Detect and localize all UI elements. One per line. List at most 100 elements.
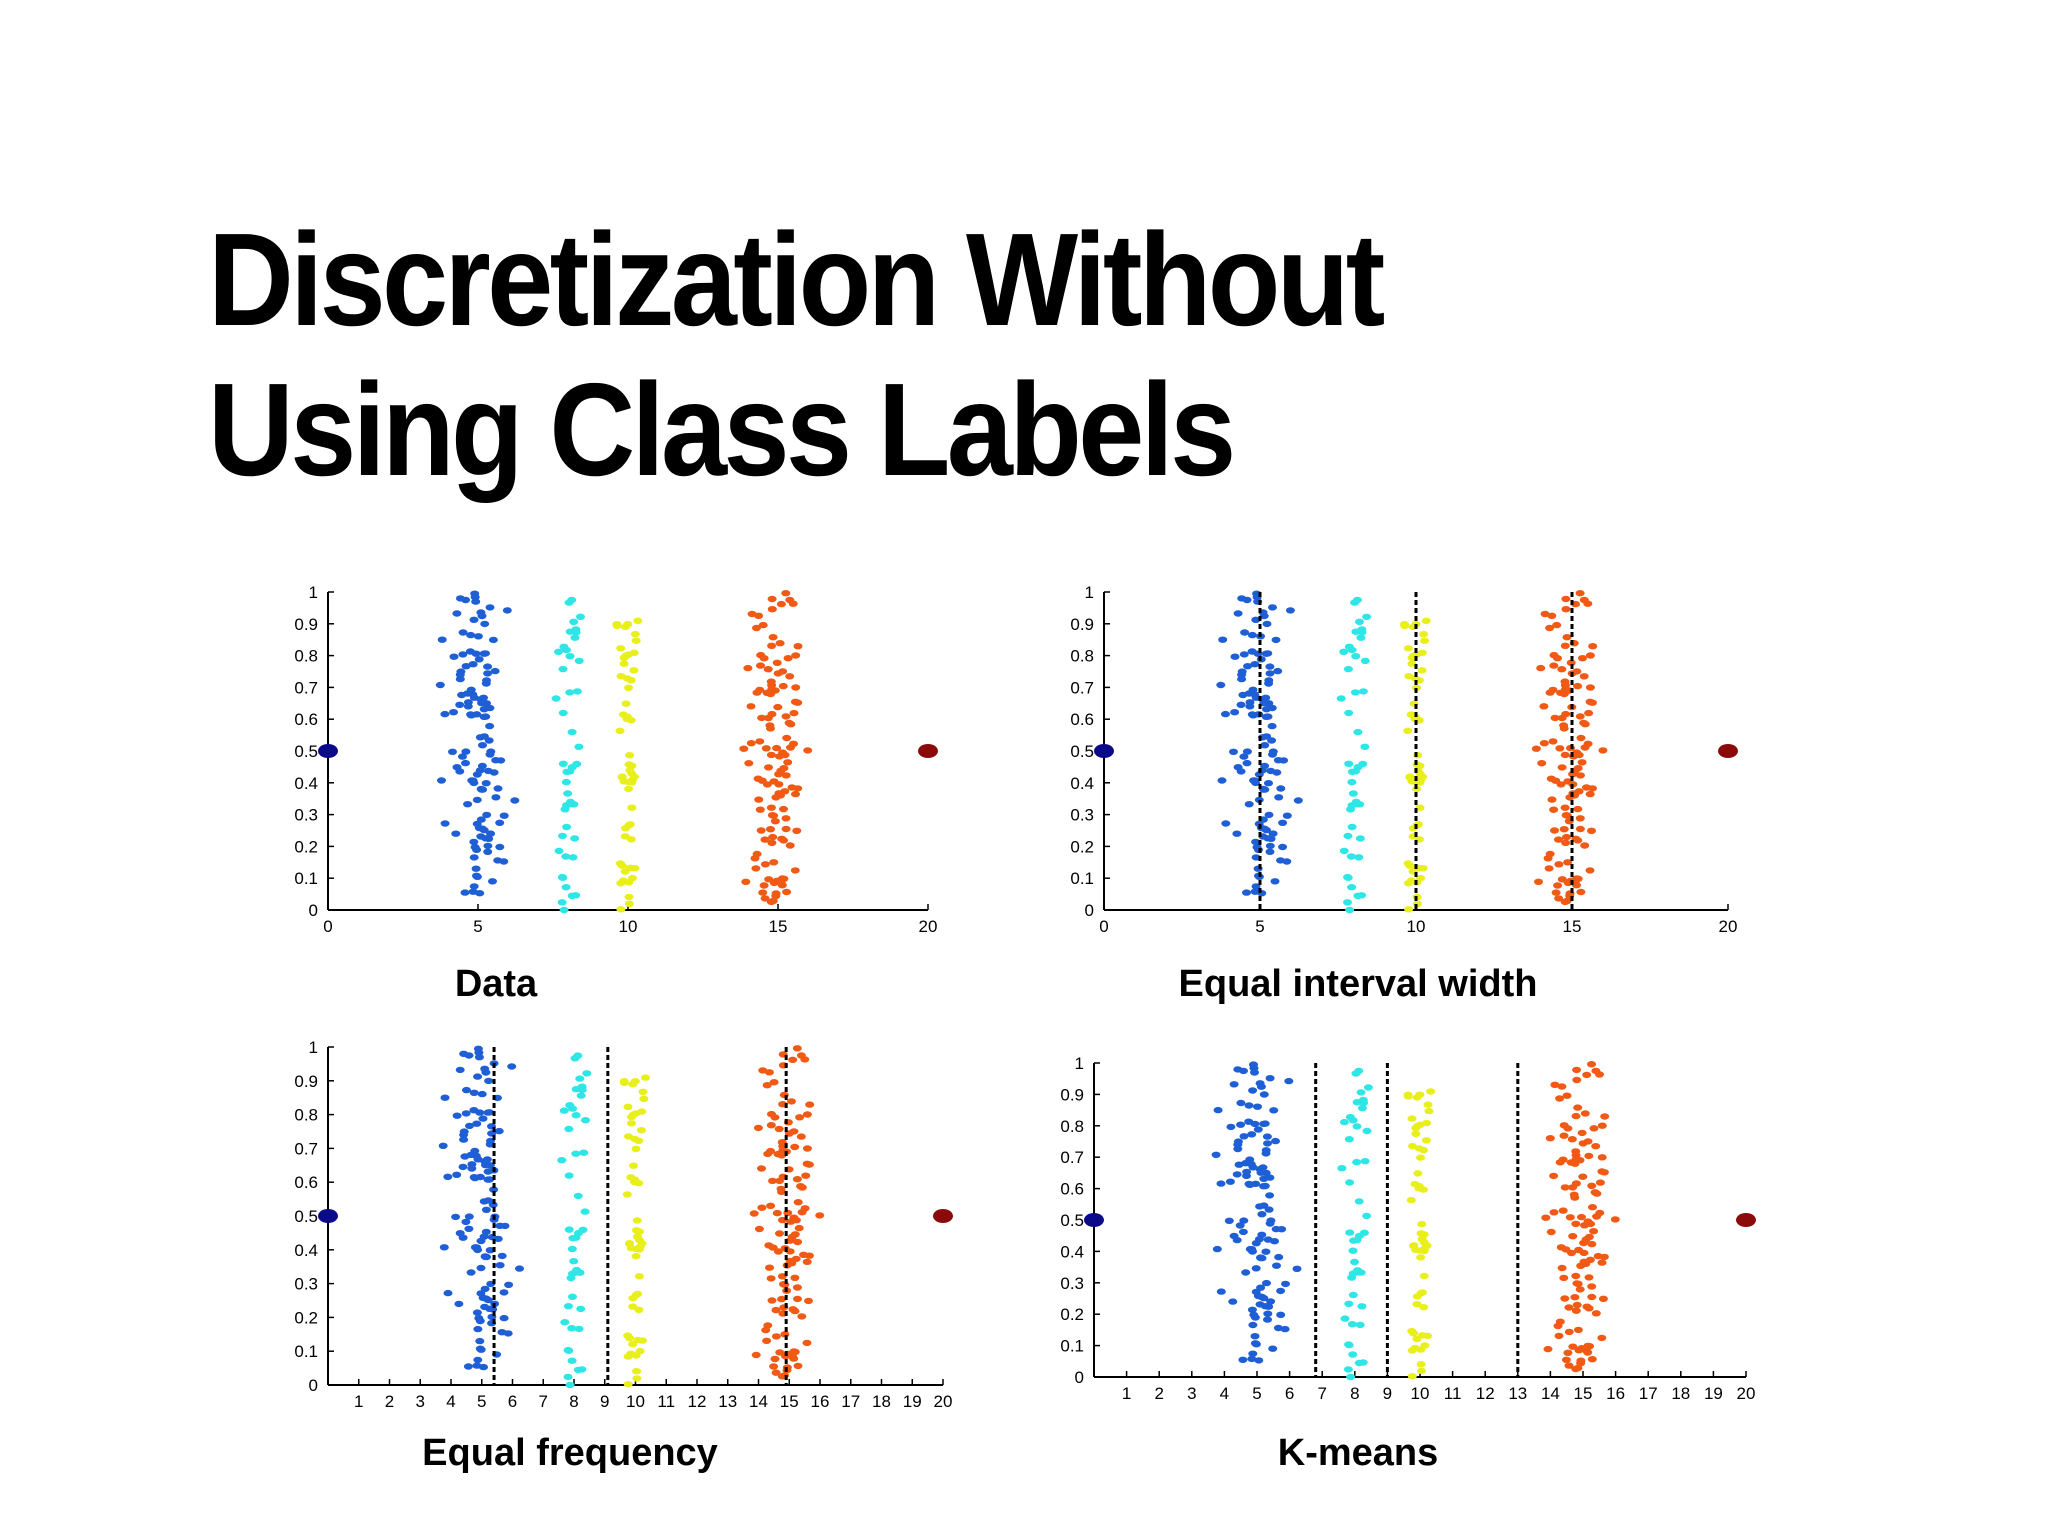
- data-point: [1598, 1295, 1608, 1303]
- data-point: [1265, 1075, 1275, 1082]
- data-point: [793, 1238, 803, 1246]
- y-tick-label: 0.3: [294, 806, 318, 825]
- data-point: [1356, 1089, 1366, 1096]
- data-point: [1293, 797, 1303, 804]
- data-point: [474, 1049, 484, 1056]
- data-point: [758, 621, 768, 629]
- data-point: [790, 1231, 800, 1238]
- data-point: [1211, 1151, 1221, 1159]
- data-point: [1253, 1103, 1262, 1110]
- data-point: [1587, 1061, 1596, 1068]
- data-point: [461, 1110, 471, 1117]
- data-point: [573, 1052, 583, 1059]
- data-point: [1248, 1087, 1258, 1094]
- data-point: [1347, 768, 1357, 775]
- data-point: [1345, 1229, 1355, 1236]
- data-point: [1232, 1236, 1242, 1244]
- data-point: [1353, 728, 1363, 736]
- data-point: [488, 636, 498, 644]
- data-point: [490, 667, 500, 675]
- data-point: [489, 1186, 499, 1193]
- data-point: [755, 806, 765, 813]
- data-point: [1412, 684, 1421, 691]
- data-point: [628, 776, 637, 783]
- data-point: [1414, 1182, 1424, 1190]
- data-point: [1404, 906, 1414, 913]
- data-point: [582, 1070, 592, 1077]
- data-point: [1249, 1311, 1259, 1319]
- data-point: [783, 759, 793, 766]
- x-tick-label: 13: [718, 1392, 737, 1411]
- data-point: [794, 1224, 804, 1232]
- data-point: [802, 1339, 812, 1347]
- data-point: [515, 1265, 524, 1272]
- data-point: [1560, 642, 1570, 649]
- data-point: [1413, 1122, 1423, 1130]
- x-tick-label: 10: [1411, 1384, 1430, 1403]
- data-point: [485, 1247, 495, 1254]
- data-point: [760, 895, 770, 902]
- data-point: [1347, 646, 1357, 654]
- data-point: [1282, 858, 1292, 865]
- data-point: [1568, 1233, 1578, 1240]
- data-point: [465, 648, 475, 655]
- data-point: [776, 792, 785, 799]
- data-point: [770, 1114, 780, 1121]
- x-tick-label: 20: [919, 917, 938, 936]
- data-point: [628, 1111, 638, 1118]
- y-tick-label: 0.3: [1070, 806, 1094, 825]
- data-point: [497, 1252, 507, 1260]
- data-point: [1239, 1067, 1248, 1075]
- data-point: [1584, 1274, 1594, 1281]
- data-point: [494, 1127, 504, 1135]
- data-point: [1409, 1242, 1419, 1249]
- x-tick-label: 18: [1671, 1384, 1690, 1403]
- x-tick-label: 5: [473, 917, 482, 936]
- data-point: [1238, 1228, 1248, 1236]
- data-point: [472, 872, 481, 879]
- data-point: [1350, 1258, 1359, 1266]
- data-point: [1244, 801, 1254, 808]
- x-tick-label: 3: [1187, 1384, 1196, 1403]
- data-point: [572, 688, 582, 695]
- data-point: [775, 1230, 784, 1237]
- data-point: [510, 797, 520, 804]
- data-point: [1263, 1316, 1272, 1323]
- data-point: [1545, 624, 1555, 632]
- data-point: [469, 838, 479, 846]
- data-point: [469, 1089, 479, 1097]
- title-line-1: Discretization Without: [208, 206, 1385, 353]
- data-point: [622, 1191, 632, 1198]
- data-point: [455, 675, 465, 683]
- caption-k-means: K-means: [1277, 1432, 1439, 1474]
- y-tick-label: 0.7: [294, 1139, 318, 1158]
- y-tick-label: 0.1: [294, 869, 318, 888]
- data-point: [629, 667, 639, 674]
- data-point: [627, 804, 637, 811]
- data-point: [1405, 773, 1415, 780]
- data-point: [1563, 778, 1573, 785]
- data-point: [1572, 1076, 1582, 1084]
- data-point: [483, 670, 493, 677]
- data-point: [767, 642, 777, 649]
- data-point: [1239, 651, 1249, 658]
- data-point: [1356, 634, 1366, 641]
- data-point: [626, 677, 636, 684]
- data-point: [483, 842, 493, 850]
- data-point: [438, 1142, 448, 1150]
- data-point: [1257, 1293, 1267, 1301]
- data-point: [804, 1161, 814, 1168]
- data-point: [624, 900, 634, 907]
- data-point: [1265, 1220, 1275, 1227]
- data-point: [573, 1366, 583, 1374]
- x-tick-label: 14: [749, 1392, 768, 1411]
- data-point: [790, 1143, 800, 1151]
- data-point: [1416, 1254, 1426, 1261]
- y-tick-label: 0.1: [1060, 1337, 1084, 1356]
- data-point: [625, 752, 635, 759]
- data-point: [1356, 1269, 1366, 1276]
- data-point: [756, 827, 766, 834]
- data-point: [785, 673, 795, 680]
- data-point: [1271, 1137, 1280, 1145]
- data-point: [1362, 1127, 1372, 1135]
